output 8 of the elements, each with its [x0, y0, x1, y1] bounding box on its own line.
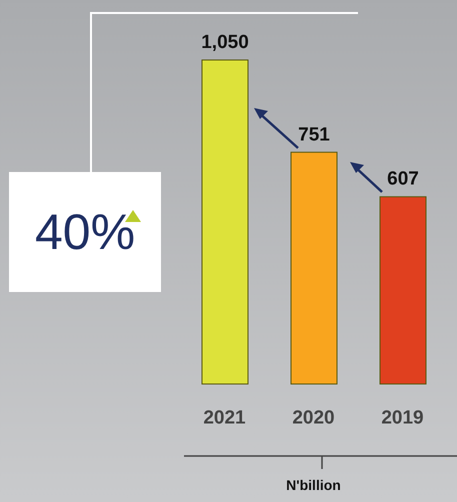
data-label: 607 — [387, 168, 419, 190]
data-label: 751 — [298, 124, 330, 146]
text: 40% — [34, 203, 136, 261]
x-axis-title: N'billion — [286, 477, 341, 493]
x-tick-label: 2019 — [381, 407, 424, 428]
x-tick-label: 2020 — [292, 407, 335, 428]
data-label: 1,050 — [201, 32, 249, 53]
x-tick-label: 2021 — [203, 407, 246, 428]
